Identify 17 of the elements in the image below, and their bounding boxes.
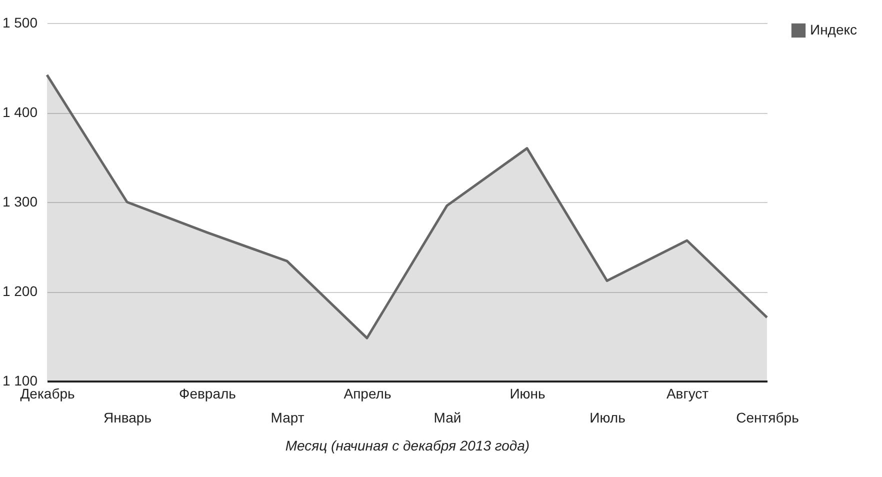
y-tick-label: 1 400 — [2, 104, 38, 120]
x-tick-label: Март — [270, 410, 305, 426]
x-tick-label: Август — [666, 386, 710, 402]
x-tick-label: Май — [434, 410, 462, 426]
x-tick-label: Январь — [104, 410, 152, 426]
legend-label: Индекс — [810, 22, 858, 38]
x-tick-label: Июнь — [510, 386, 546, 402]
y-tick-label: 1 500 — [2, 14, 38, 30]
y-tick-label: 1 200 — [2, 283, 38, 299]
y-tick-label: 1 300 — [2, 194, 38, 210]
x-tick-label: Апрель — [344, 386, 392, 402]
x-tick-label: Февраль — [179, 386, 236, 402]
y-tick-label: 1 100 — [2, 372, 38, 388]
x-tick-label: Июль — [590, 410, 626, 426]
x-axis-title: Месяц (начиная с декабря 2013 года) — [285, 438, 530, 454]
x-tick-label: Сентябрь — [736, 410, 799, 426]
x-tick-label: Декабрь — [20, 386, 75, 402]
